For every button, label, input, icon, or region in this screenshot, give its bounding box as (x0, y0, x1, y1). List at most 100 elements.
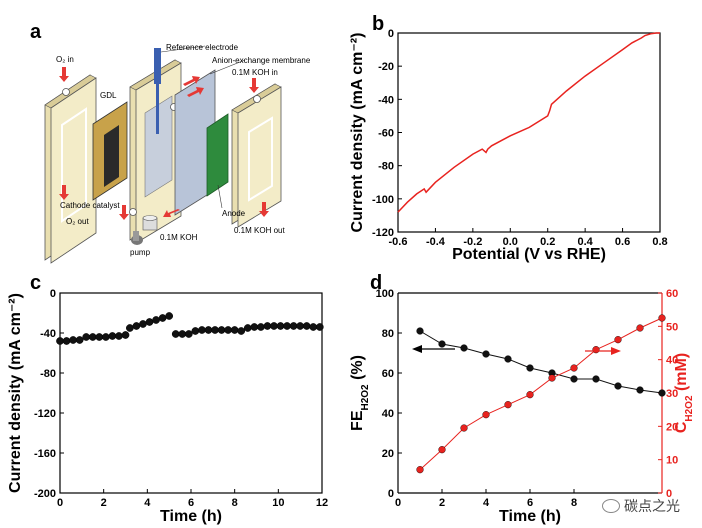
y-tick-label: 10 (666, 455, 678, 467)
stability-point (165, 312, 174, 320)
x-tick-label: 0.0 (503, 236, 518, 248)
series-point-C (482, 411, 490, 419)
stability-point (270, 322, 278, 330)
y-axis-title: Current density (mA cm⁻²) (349, 33, 366, 233)
cathode-end-plate (44, 74, 97, 264)
stability-point (217, 326, 226, 334)
stability-point (171, 330, 180, 338)
stability-point (56, 337, 64, 345)
stability-point (152, 316, 160, 324)
panel-label-d: d (370, 272, 382, 294)
y-tick-label: -120 (34, 408, 56, 420)
y-tick-label: 20 (666, 421, 678, 433)
c-unit: (mM) (673, 353, 690, 396)
series-point-C (548, 374, 556, 382)
series-point-FE (482, 350, 490, 358)
label-o2-in: O₂ in (56, 55, 74, 64)
stability-point (309, 323, 318, 331)
stability-point (132, 322, 141, 330)
x-tick-label: 0.2 (540, 236, 555, 248)
stability-point (198, 326, 206, 334)
stability-point (115, 332, 123, 340)
stability-point (315, 323, 324, 331)
label-membrane: Anion-exchange membrane (212, 56, 311, 65)
series-point-C (504, 401, 512, 409)
series-line-C (419, 317, 663, 471)
y-tick-label: -120 (372, 227, 394, 239)
series-point-C (636, 324, 644, 332)
stability-point (102, 333, 110, 341)
y-axis-title: Current density (mA cm⁻²) (7, 293, 24, 493)
series-point-FE (636, 386, 644, 394)
x-tick-label: 6 (188, 497, 194, 509)
y-tick-label: -20 (378, 61, 394, 73)
stability-point (211, 326, 219, 334)
x-tick-label: 2 (101, 497, 107, 509)
stability-point (62, 337, 71, 345)
x-axis-title: Time (h) (160, 508, 222, 525)
series-point-FE (504, 355, 512, 363)
series-point-FE (526, 364, 534, 372)
y-tick-label: 80 (382, 328, 394, 340)
stability-point (75, 336, 84, 344)
stability-point (204, 326, 213, 334)
x-tick-label: 4 (144, 497, 151, 509)
arrow-left-icon (163, 209, 180, 217)
x-tick-label: -0.6 (389, 236, 408, 248)
fe-unit: (%) (349, 355, 366, 384)
stability-point (126, 324, 134, 332)
stability-point (276, 322, 285, 330)
series-point-C (460, 424, 468, 432)
y-axis-title-left: FEH2O2 (%) (349, 355, 371, 431)
series-line-FE (419, 330, 663, 394)
y-tick-label: 40 (382, 408, 394, 420)
c-subscript: H2O2 (684, 395, 695, 422)
series-point-C (592, 346, 600, 354)
fe-subscript: H2O2 (360, 384, 371, 411)
arrow-right-icon (187, 87, 204, 97)
y-tick-label: -200 (34, 488, 56, 500)
stability-point (289, 322, 298, 330)
reference-electrode (154, 45, 206, 134)
y-tick-label: -160 (34, 448, 56, 460)
series-point-FE (416, 327, 424, 335)
series-point-FE (438, 340, 446, 348)
y-tick-label: 50 (666, 321, 678, 333)
x-tick-label: 0 (395, 497, 401, 509)
x-axis-title: Potential (V vs RHE) (452, 246, 606, 263)
arrow-down-icon (259, 202, 269, 217)
stability-point (139, 320, 147, 328)
series-point-C (570, 364, 578, 372)
stability-point (283, 322, 291, 330)
x-tick-label: 0.6 (615, 236, 630, 248)
stability-point (88, 333, 97, 341)
y-tick-label: -100 (372, 194, 394, 206)
stability-point (158, 314, 167, 322)
y-tick-label: 60 (666, 288, 678, 300)
y-tick-label: -40 (40, 328, 56, 340)
y-tick-label: 0 (388, 28, 394, 40)
lsv-curve (397, 32, 660, 213)
y-tick-label: -60 (378, 128, 394, 140)
label-koh-in: 0.1M KOH in (232, 68, 278, 77)
x-tick-label: -0.4 (426, 236, 446, 248)
arrow-down-icon (59, 67, 69, 82)
stability-point (178, 330, 187, 338)
label-reference-electrode: Reference electrode (166, 43, 239, 52)
label-pump: pump (130, 248, 151, 257)
y-tick-label: -40 (378, 94, 394, 106)
x-tick-label: 10 (272, 497, 284, 509)
x-tick-label: 0 (57, 497, 63, 509)
arrow-left-icon (412, 345, 422, 353)
series-point-FE (614, 382, 622, 390)
stability-point (263, 322, 272, 330)
anode-end-plate (231, 83, 282, 228)
label-o2-out: O₂ out (66, 217, 89, 226)
arrow-down-icon (119, 205, 129, 220)
stability-point (95, 333, 104, 341)
y-tick-label: 0 (50, 288, 56, 300)
series-point-FE (570, 375, 578, 383)
y-tick-label: 100 (376, 288, 394, 300)
label-koh-out: 0.1M KOH out (234, 226, 285, 235)
arrow-right-icon (611, 347, 621, 355)
